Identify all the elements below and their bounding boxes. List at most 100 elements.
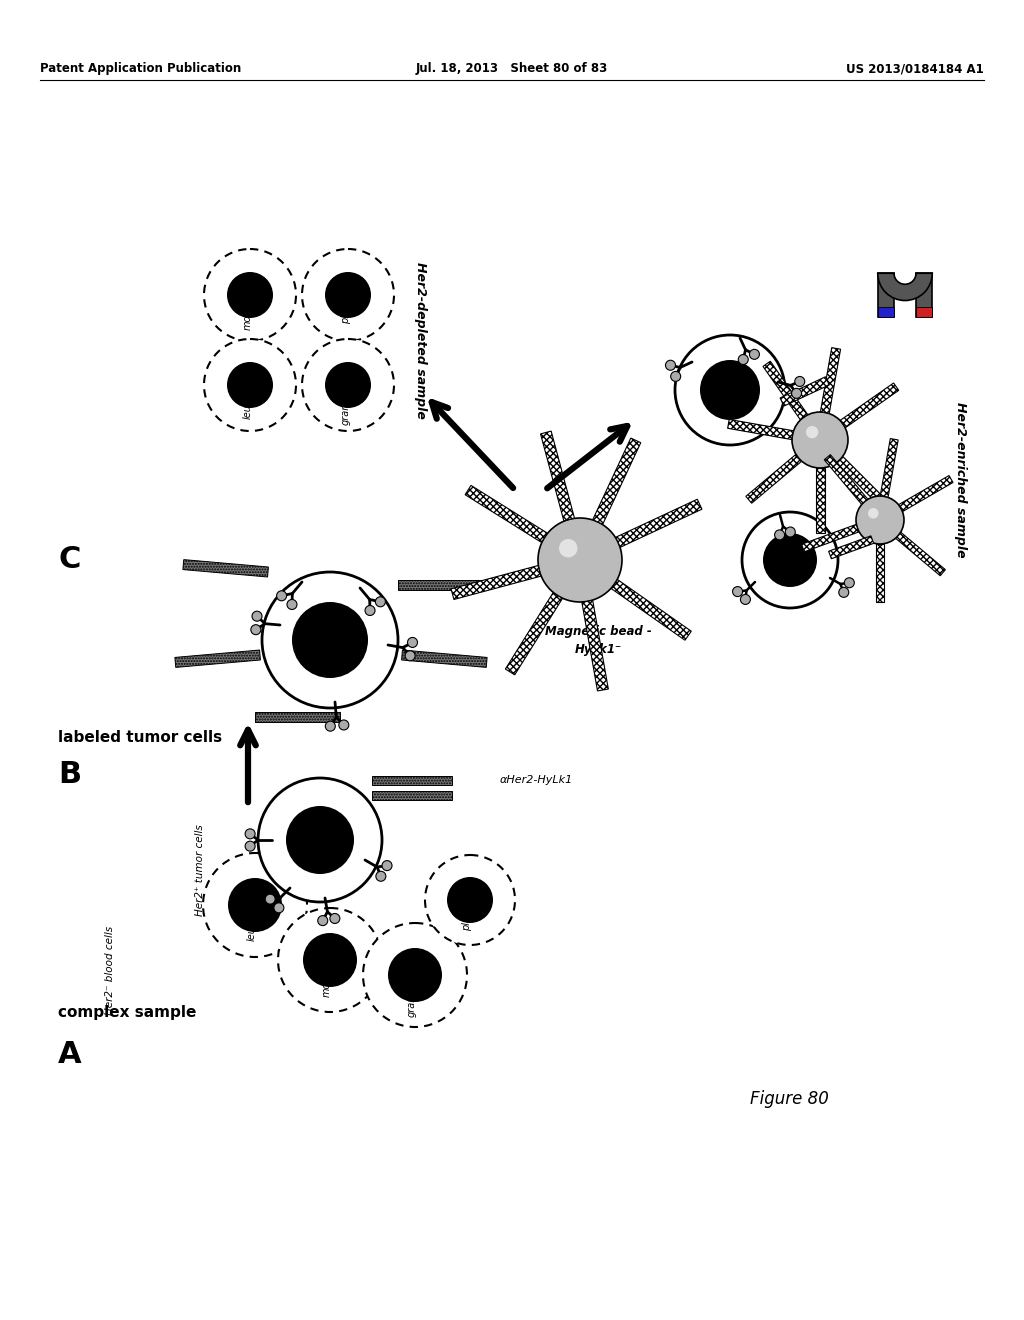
Circle shape [317,916,328,925]
Polygon shape [541,432,574,521]
Circle shape [856,496,904,544]
Text: Magnetic bead -: Magnetic bead - [545,624,651,638]
Circle shape [227,272,273,318]
Polygon shape [876,544,884,602]
Text: complex sample: complex sample [58,1005,197,1020]
Polygon shape [372,791,452,800]
Text: monocytes: monocytes [243,276,253,330]
Circle shape [447,876,493,923]
Circle shape [339,719,349,730]
Text: Her2⁺: Her2⁺ [300,813,337,826]
Circle shape [325,362,371,408]
Text: Her2-enriched sample: Her2-enriched sample [953,403,967,558]
Circle shape [382,861,392,871]
Circle shape [376,871,386,882]
Polygon shape [506,593,562,675]
Bar [878,273,894,317]
Text: Her2⁺: Her2⁺ [309,611,346,624]
Wedge shape [878,273,932,301]
Circle shape [406,651,415,661]
Text: labeled tumor cells: labeled tumor cells [58,730,222,744]
Polygon shape [615,499,702,548]
Text: monocytes: monocytes [322,942,332,997]
Circle shape [203,853,307,957]
Bar [916,308,932,317]
Circle shape [326,721,335,731]
Circle shape [795,376,805,387]
Circle shape [227,362,273,408]
Polygon shape [841,383,899,428]
Polygon shape [802,524,859,552]
Polygon shape [728,420,794,440]
Circle shape [732,586,742,597]
Polygon shape [828,536,873,558]
Circle shape [204,339,296,432]
Circle shape [330,913,340,924]
Text: leukocytes: leukocytes [243,367,253,420]
Circle shape [362,923,467,1027]
Circle shape [228,878,282,932]
Polygon shape [465,486,547,543]
Circle shape [763,533,817,587]
Circle shape [774,529,784,540]
Circle shape [750,350,760,359]
Circle shape [666,360,676,370]
Circle shape [287,599,297,610]
Text: US 2013/0184184 A1: US 2013/0184184 A1 [846,62,984,75]
Circle shape [742,512,838,609]
Text: HyLk1⁻: HyLk1⁻ [574,643,622,656]
Circle shape [425,855,515,945]
Polygon shape [881,438,898,498]
Polygon shape [745,454,802,503]
Circle shape [286,807,354,874]
Polygon shape [401,649,487,668]
Text: platelets: platelets [341,281,351,325]
Circle shape [845,578,854,587]
Text: Her2⁺: Her2⁺ [771,539,805,549]
Circle shape [868,508,879,519]
Text: Figure 80: Figure 80 [750,1090,828,1107]
Circle shape [675,335,785,445]
Polygon shape [820,347,841,413]
Circle shape [303,933,357,987]
Circle shape [276,591,287,601]
Circle shape [792,388,802,399]
Bar [916,273,932,317]
Polygon shape [175,649,260,668]
Text: granulocytes: granulocytes [341,362,351,425]
Bar [878,308,894,317]
Text: B: B [58,760,81,789]
Text: αHer2-HyLk1: αHer2-HyLk1 [500,775,573,785]
Circle shape [245,829,255,838]
Circle shape [251,624,261,635]
Circle shape [278,908,382,1012]
Polygon shape [896,532,945,576]
Text: Her2-depleted sample: Her2-depleted sample [414,261,427,418]
Circle shape [785,527,796,537]
Circle shape [365,606,375,615]
Circle shape [408,638,418,647]
Circle shape [292,602,368,678]
Polygon shape [255,711,340,722]
Text: A: A [58,1040,82,1069]
Polygon shape [452,565,541,599]
Circle shape [388,948,442,1002]
Circle shape [376,597,385,607]
Text: leukocytes: leukocytes [247,888,257,941]
Circle shape [792,412,848,469]
Circle shape [671,371,681,381]
Text: Her2⁺ tumor cells: Her2⁺ tumor cells [195,824,205,916]
Circle shape [740,594,751,605]
Circle shape [325,272,371,318]
Circle shape [302,339,394,432]
Circle shape [302,249,394,341]
Circle shape [258,777,382,902]
Circle shape [252,611,262,622]
Circle shape [273,903,284,913]
Polygon shape [398,579,483,590]
Circle shape [559,539,578,557]
Text: granulocytes: granulocytes [407,953,417,1016]
Text: platelets: platelets [462,888,472,932]
Polygon shape [824,454,867,504]
Circle shape [262,572,398,708]
